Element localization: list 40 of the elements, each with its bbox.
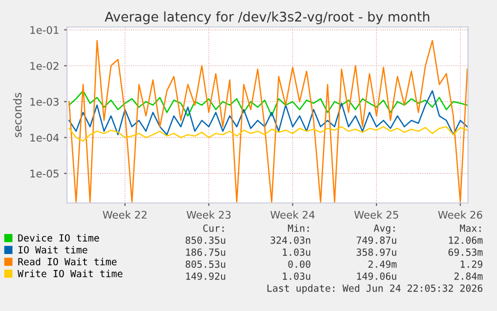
text: Max: <box>460 224 481 232</box>
text: 2.49m <box>368 260 397 268</box>
text: 1.29 <box>460 260 482 268</box>
text: 149.06u <box>357 272 396 280</box>
legend-label: Write IO Wait time <box>18 270 122 278</box>
x-tick-label: Week 24 <box>270 210 315 219</box>
text: 805.53u <box>186 260 226 268</box>
y-tick-label: 1e-02 <box>30 62 58 70</box>
text: 324.03n <box>270 236 310 244</box>
text: 749.87u <box>356 236 396 244</box>
y-tick-label: 1e-05 <box>30 170 58 178</box>
x-tick-label: Week 22 <box>102 210 146 219</box>
y-tick-label: 1e-01 <box>30 26 58 34</box>
text: 69.53m <box>448 248 483 256</box>
line-series <box>68 126 468 142</box>
text: 12.06m <box>449 236 483 244</box>
legend-label: Read IO Wait time <box>18 258 117 266</box>
y-axis-title: seconds <box>13 92 22 138</box>
text: Min: <box>288 224 309 232</box>
text: 2.84m <box>454 272 483 280</box>
text: 850.35u <box>186 236 226 244</box>
text: Cur: <box>203 224 224 232</box>
text: 186.75u <box>186 248 226 256</box>
x-tick-label: Week 26 <box>438 210 482 219</box>
x-tick-label: Week 25 <box>354 210 398 219</box>
y-tick-label: 1e-04 <box>30 134 59 142</box>
text: 1.03u <box>282 248 310 256</box>
text: 358.97u <box>356 248 396 256</box>
line-series <box>68 90 468 117</box>
text: Avg: <box>374 224 395 234</box>
text: 149.92u <box>186 272 226 280</box>
legend-label: IO Wait time <box>18 246 88 254</box>
text: 1.03u <box>282 272 310 280</box>
x-tick-label: Week 23 <box>186 210 231 219</box>
text: Last update: Wed Jun 24 22:05:32 2026 <box>267 284 482 294</box>
chart-title: Average latency for /dev/k3s2-vg/root - by month <box>104 11 430 24</box>
line-series <box>68 90 468 136</box>
legend-label: Device IO time <box>18 234 99 242</box>
y-tick-label: 1e-03 <box>30 98 59 106</box>
text: 0.00 <box>288 260 310 268</box>
